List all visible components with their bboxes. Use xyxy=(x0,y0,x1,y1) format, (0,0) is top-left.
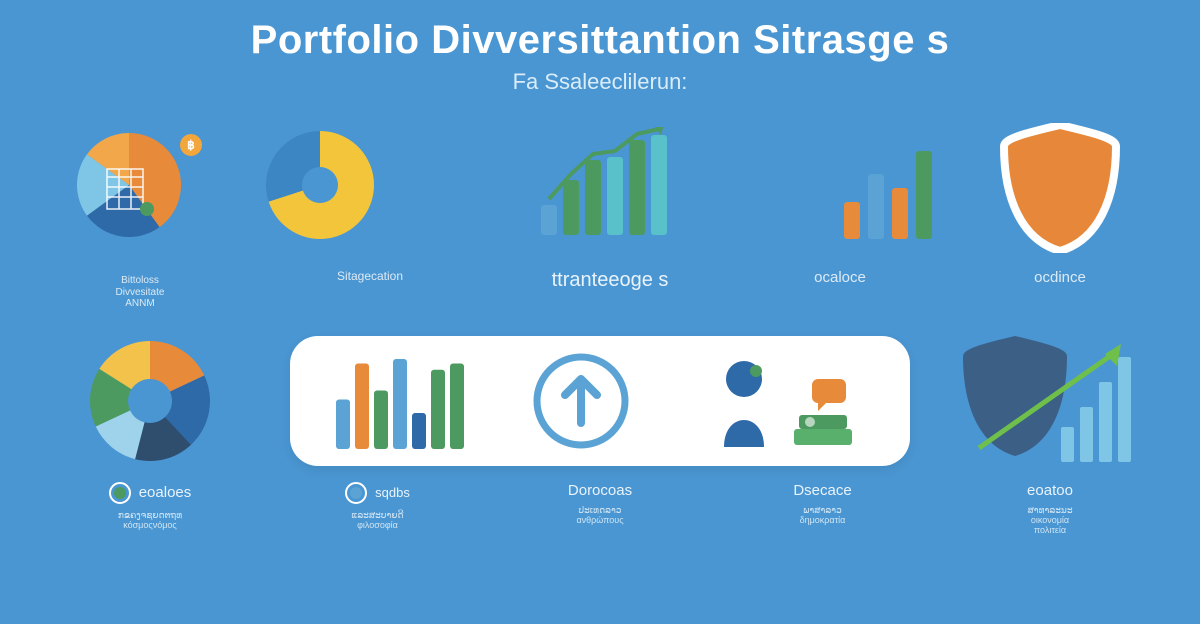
row-1-labels: BittolossDivvesitateANNM Sitagecation tt… xyxy=(50,269,1150,310)
donut-multi-icon xyxy=(86,337,214,465)
label-growth-bars: ttranteeoge s xyxy=(510,269,710,292)
pie-building-icon: ฿ xyxy=(73,123,207,243)
row-1-icons: ฿ xyxy=(50,123,1150,253)
label-donut-yellow: Sitagecation xyxy=(280,269,460,283)
label-text: ocdince xyxy=(1034,269,1086,286)
bottom-label-2: Dorocoasປະເທດລາວανθρώπους xyxy=(505,482,695,526)
growth-bars-icon xyxy=(541,123,679,243)
label-text: ocaloce xyxy=(814,269,866,286)
page-title: Portfolio Divversittantion Sitrasge s xyxy=(50,18,1150,63)
white-card xyxy=(290,336,910,466)
cell-donut-multi xyxy=(50,337,250,465)
cell-growth-bars xyxy=(410,123,810,243)
label-text: Sitagecation xyxy=(337,269,403,283)
cell-shield-growth xyxy=(950,334,1150,468)
bottom-label-3: Dsecaceພາສາລາວδημοκρατία xyxy=(728,482,918,526)
label-pie-building: BittolossDivvesitateANNM xyxy=(50,269,230,310)
bottom-label-0: eoaloesກຂຄງຈຊຍດຕຖທκόσμοςνόμος xyxy=(50,482,250,531)
cell-pie-building: ฿ xyxy=(50,123,230,243)
infographic-page: Portfolio Divversittantion Sitrasge s Fa… xyxy=(0,0,1200,624)
cell-small-bars xyxy=(810,123,970,243)
label-text: BittolossDivvesitateANNM xyxy=(116,275,165,310)
label-small-bars: ocaloce xyxy=(760,269,920,286)
shield-growth-icon xyxy=(959,334,1141,468)
bottom-labels: eoaloesກຂຄງຈຊຍດຕຖທκόσμοςνόμος sqdbsແລະສະ… xyxy=(50,482,1150,536)
row-2 xyxy=(50,334,1150,468)
label-shield-orange: ocdince xyxy=(970,269,1150,286)
svg-text:฿: ฿ xyxy=(187,138,195,152)
shield-orange-icon xyxy=(1000,123,1120,253)
bottom-label-4: eoatooສາທາລະນະοικονομίαπολιτεία xyxy=(950,482,1150,536)
bottom-label-1: sqdbsແລະສະບາຍດີφιλοσοφία xyxy=(283,482,473,531)
cell-donut-yellow xyxy=(230,123,410,243)
person-money-icon xyxy=(694,351,864,451)
page-subtitle: Fa Ssaleeclilerun: xyxy=(50,69,1150,95)
cell-shield-orange xyxy=(970,123,1150,253)
card-bars-icon xyxy=(336,349,468,453)
donut-yellow-icon xyxy=(262,123,378,243)
label-text: ttranteeoge s xyxy=(552,269,669,292)
arrow-circle-icon xyxy=(531,351,631,451)
small-bars-icon xyxy=(844,123,936,243)
